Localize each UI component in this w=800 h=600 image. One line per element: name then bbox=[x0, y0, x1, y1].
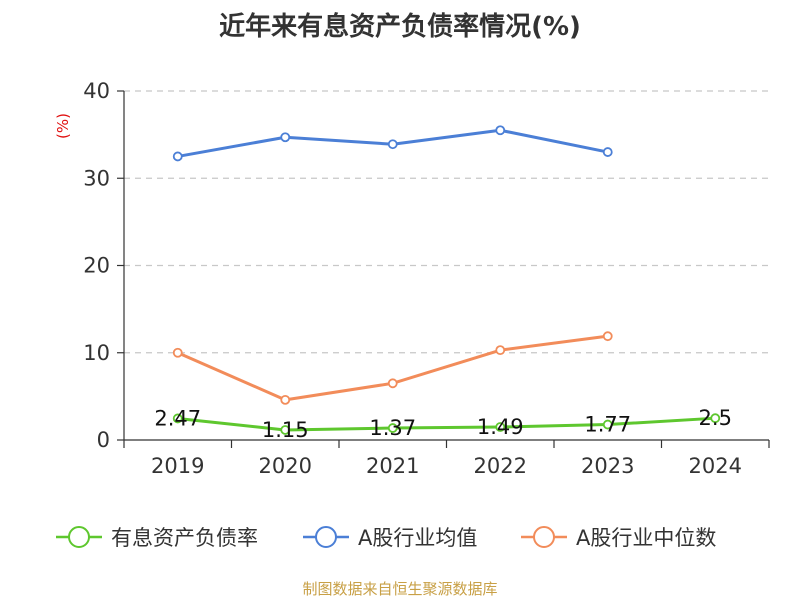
data-point bbox=[495, 345, 506, 356]
data-label: 1.77 bbox=[584, 413, 631, 437]
source-note: 制图数据来自恒生聚源数据库 bbox=[302, 580, 498, 598]
chart-title: 近年来有息资产负债率情况(%) bbox=[219, 12, 581, 42]
data-point bbox=[602, 147, 613, 157]
x-tick-label: 2023 bbox=[581, 454, 634, 478]
data-point bbox=[172, 413, 183, 424]
data-point bbox=[602, 331, 613, 342]
data-point bbox=[172, 151, 183, 162]
y-tick-label: 30 bbox=[83, 166, 110, 190]
y-axis-label: (%) bbox=[54, 113, 72, 139]
data-point bbox=[280, 394, 291, 405]
data-label: 1.15 bbox=[262, 418, 309, 442]
data-point bbox=[387, 378, 398, 389]
data-point bbox=[280, 132, 291, 143]
data-point bbox=[387, 139, 398, 150]
data-point bbox=[387, 423, 398, 433]
data-label: 1.37 bbox=[369, 416, 416, 440]
data-point bbox=[280, 425, 291, 435]
data-point bbox=[602, 419, 613, 430]
x-tick-label: 2019 bbox=[151, 454, 204, 478]
legend-marker-icon bbox=[68, 526, 90, 548]
x-tick-label: 2022 bbox=[474, 454, 527, 478]
legend-label: 有息资产负债率 bbox=[111, 526, 258, 550]
x-tick-label: 2024 bbox=[689, 454, 742, 478]
data-label: 1.49 bbox=[477, 415, 524, 439]
legend-marker-icon bbox=[315, 526, 337, 548]
x-tick-label: 2021 bbox=[366, 454, 419, 478]
legend-marker-icon bbox=[533, 526, 555, 548]
legend-label: A股行业中位数 bbox=[576, 526, 716, 550]
data-point bbox=[495, 125, 506, 136]
data-point bbox=[495, 422, 506, 432]
y-tick-label: 0 bbox=[97, 428, 110, 452]
data-point bbox=[710, 413, 721, 424]
data-label: 2.47 bbox=[154, 406, 201, 430]
series-line bbox=[177, 334, 608, 402]
y-tick-label: 20 bbox=[83, 254, 110, 278]
y-tick-label: 10 bbox=[83, 341, 110, 365]
data-label: 2.5 bbox=[699, 406, 732, 430]
x-tick-label: 2020 bbox=[259, 454, 312, 478]
y-tick-label: 40 bbox=[83, 79, 110, 103]
series-line bbox=[177, 416, 716, 432]
data-point bbox=[172, 347, 183, 358]
legend-label: A股行业均值 bbox=[358, 526, 477, 550]
